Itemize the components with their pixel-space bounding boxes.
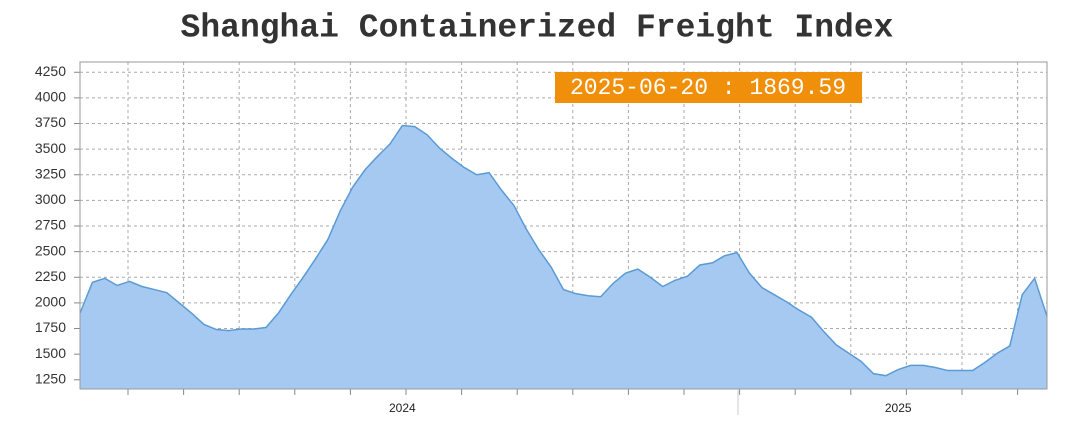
y-tick-label: 2000 — [35, 294, 66, 310]
y-tick-label: 2250 — [35, 268, 66, 284]
y-tick-label: 4250 — [35, 63, 66, 79]
y-tick-label: 1500 — [35, 345, 66, 361]
y-tick-label: 3500 — [35, 140, 66, 156]
x-tick-label: 2025 — [885, 401, 912, 415]
annotation: 2025-06-20 : 1869.59 — [570, 75, 846, 101]
line — [79, 124, 1048, 377]
y-tick-label: 2750 — [35, 217, 66, 233]
y-tick-label: 3000 — [35, 191, 66, 207]
y-tick-label: 2500 — [35, 242, 66, 258]
x-tick-label: 2024 — [389, 401, 416, 415]
annotation-box — [555, 72, 862, 103]
y-tick-label: 3250 — [35, 165, 66, 181]
y-tick-label: 1250 — [35, 370, 66, 386]
chart-title: Shanghai Containerized Freight Index — [181, 10, 894, 47]
y-tick-label: 3750 — [35, 114, 66, 130]
plot-frame — [79, 61, 1048, 390]
y-tick-label: 4000 — [35, 89, 66, 105]
area — [80, 125, 1047, 390]
y-tick-label: 1750 — [35, 319, 66, 335]
